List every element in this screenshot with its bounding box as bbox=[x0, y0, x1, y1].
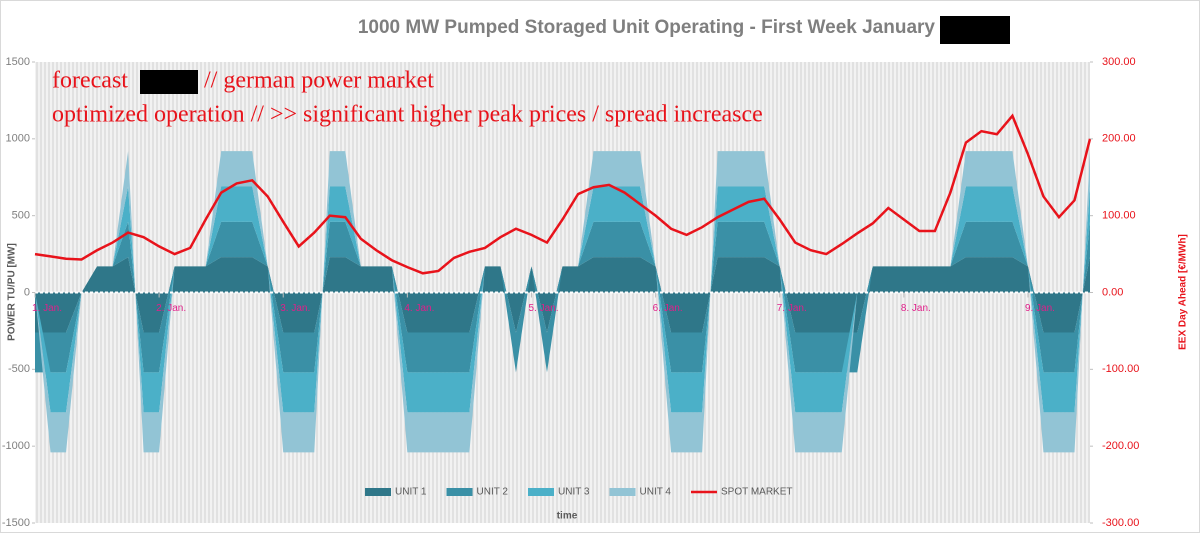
chart-title: 1000 MW Pumped Storaged Unit Operating -… bbox=[358, 17, 936, 38]
redaction bbox=[940, 16, 1010, 44]
y2-tick-label: 200.00 bbox=[1102, 133, 1136, 145]
y2-tick-label: 100.00 bbox=[1102, 210, 1136, 222]
redaction bbox=[140, 70, 198, 94]
x-tick-label: 8. Jan. bbox=[901, 303, 931, 314]
y-tick-label: 0 bbox=[24, 286, 30, 298]
y2-axis-label: EEX Day Ahead [€/MWh] bbox=[1178, 234, 1189, 350]
annotation: optimized operation // >> significant hi… bbox=[52, 102, 763, 128]
area bbox=[35, 151, 1090, 453]
y2-tick-label: -100.00 bbox=[1102, 363, 1139, 375]
line bbox=[34, 113, 1092, 275]
x-tick-label: 1. Jan. bbox=[32, 303, 62, 314]
legend-label: UNIT 3 bbox=[558, 487, 590, 498]
x-tick-label: 7. Jan. bbox=[777, 303, 807, 314]
area bbox=[35, 186, 1090, 413]
annotation: forecast bbox=[52, 68, 128, 94]
x-tick-label: 9. Jan. bbox=[1025, 303, 1055, 314]
legend-label: SPOT MARKET bbox=[721, 487, 793, 498]
x-tick-label: 3. Jan. bbox=[280, 303, 310, 314]
annotation: // german power market bbox=[204, 68, 434, 94]
legend-label: UNIT 2 bbox=[477, 487, 509, 498]
x-tick-label: 4. Jan. bbox=[404, 303, 434, 314]
legend-swatch bbox=[446, 488, 473, 496]
y-tick-label: 1500 bbox=[6, 56, 30, 68]
y2-tick-label: -300.00 bbox=[1102, 517, 1139, 529]
y2-tick-label: -200.00 bbox=[1102, 440, 1139, 452]
legend-swatch bbox=[365, 488, 391, 496]
plot bbox=[34, 113, 1092, 453]
x-tick-label: 5. Jan. bbox=[528, 303, 558, 314]
legend-swatch bbox=[528, 488, 554, 496]
x-tick-label: 6. Jan. bbox=[653, 303, 683, 314]
x-tick-label: 2. Jan. bbox=[156, 303, 186, 314]
legend-swatch bbox=[609, 488, 636, 496]
x-axis-label: time bbox=[557, 511, 578, 522]
area bbox=[35, 257, 1090, 333]
y-axis-label: POWER TU/PU [MW] bbox=[7, 243, 18, 341]
y2-tick-label: 0.00 bbox=[1102, 286, 1123, 298]
y-tick-label: -1500 bbox=[2, 517, 30, 529]
legend-label: UNIT 1 bbox=[395, 487, 427, 498]
y-tick-label: 1000 bbox=[6, 133, 30, 145]
area bbox=[35, 221, 1090, 373]
y-tick-label: -1000 bbox=[2, 440, 30, 452]
y-tick-label: 500 bbox=[12, 210, 30, 222]
y-tick-label: -500 bbox=[8, 363, 30, 375]
legend-label: UNIT 4 bbox=[640, 487, 672, 498]
y2-tick-label: 300.00 bbox=[1102, 56, 1136, 68]
